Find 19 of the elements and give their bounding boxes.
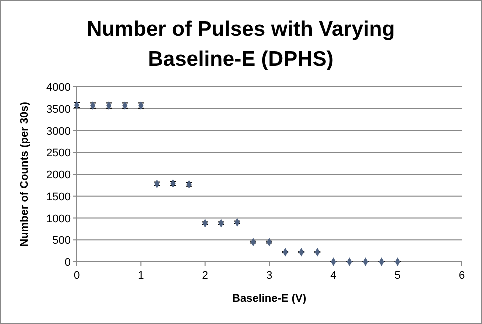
x-axis-title: Baseline-E (V) xyxy=(232,293,307,305)
x-tick-label: 6 xyxy=(458,270,466,282)
x-tick-label: 0 xyxy=(74,270,80,282)
y-tick-label: 2000 xyxy=(46,170,71,182)
y-tick-label: 1500 xyxy=(46,191,71,204)
y-tick-label: 3500 xyxy=(46,104,71,116)
x-tick-label: 2 xyxy=(202,270,208,282)
y-tick-label: 1000 xyxy=(46,213,71,226)
y-tick-label: 0 xyxy=(64,257,71,269)
y-tick-label: 2500 xyxy=(46,148,71,160)
x-tick-label: 1 xyxy=(138,270,144,282)
x-tick-label: 3 xyxy=(266,270,273,282)
y-tick-label: 4000 xyxy=(46,82,71,94)
x-tick-label: 5 xyxy=(394,270,401,282)
chart-title: Number of Pulses with Varying Baseline-E (DPHS) xyxy=(86,18,396,71)
y-axis-title: Number of Counts (per 30s) xyxy=(19,102,31,247)
y-tick-label: 500 xyxy=(52,235,71,248)
x-tick-label: 4 xyxy=(330,270,337,282)
y-tick-label: 3000 xyxy=(46,126,71,138)
